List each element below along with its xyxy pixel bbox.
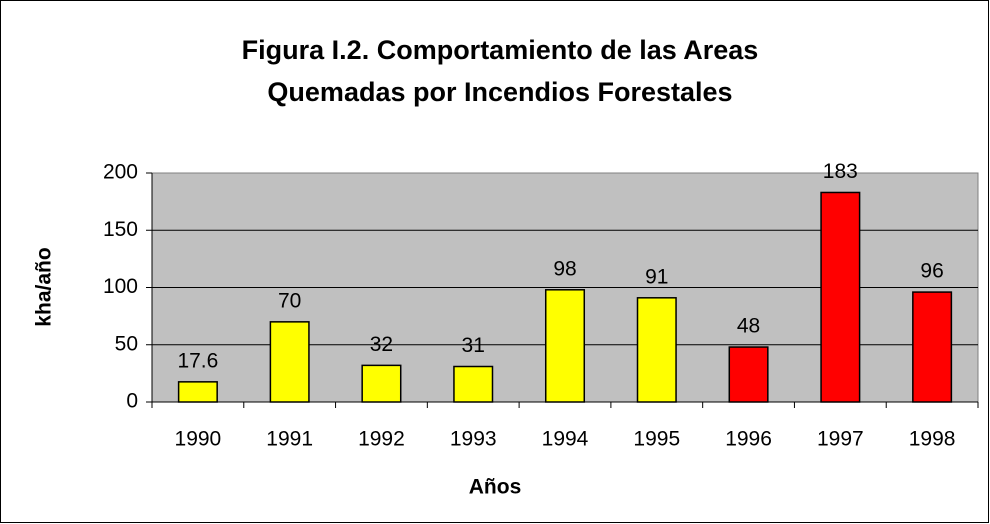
bar [177, 381, 218, 403]
x-tick-label: 1991 [266, 428, 313, 451]
bar [728, 346, 769, 403]
x-tick-label: 1990 [175, 428, 222, 451]
bar [912, 291, 953, 403]
data-label: 98 [553, 257, 576, 280]
x-tick-label: 1997 [817, 428, 864, 451]
x-tick-label: 1996 [725, 428, 772, 451]
y-tick-label: 200 [103, 161, 138, 184]
x-axis-title: Años [469, 476, 522, 499]
data-label: 32 [370, 333, 393, 356]
chart-title: Quemadas por Incendios Forestales [267, 77, 732, 107]
y-tick-label: 50 [115, 332, 138, 355]
data-label: 70 [278, 289, 301, 312]
bar [453, 365, 494, 403]
x-tick-label: 1992 [358, 428, 405, 451]
data-label: 31 [462, 334, 485, 357]
data-label: 96 [920, 260, 943, 283]
bar [361, 364, 402, 403]
data-label: 183 [823, 160, 858, 183]
data-label: 48 [737, 315, 760, 338]
data-label: 91 [645, 265, 668, 288]
x-tick-label: 1995 [633, 428, 680, 451]
x-tick-label: 1994 [542, 428, 589, 451]
chart-title: Figura I.2. Comportamiento de las Areas [242, 35, 759, 65]
y-tick-label: 0 [126, 390, 138, 413]
x-tick-label: 1998 [909, 428, 956, 451]
y-axis-title: kha/año [33, 247, 56, 326]
data-label: 17.6 [177, 349, 218, 372]
bar [544, 289, 586, 403]
y-tick-label: 100 [103, 275, 138, 298]
bar [269, 321, 310, 403]
y-tick-label: 150 [103, 218, 138, 241]
x-tick-label: 1993 [450, 428, 497, 451]
bar [820, 191, 861, 403]
bar [636, 297, 677, 403]
